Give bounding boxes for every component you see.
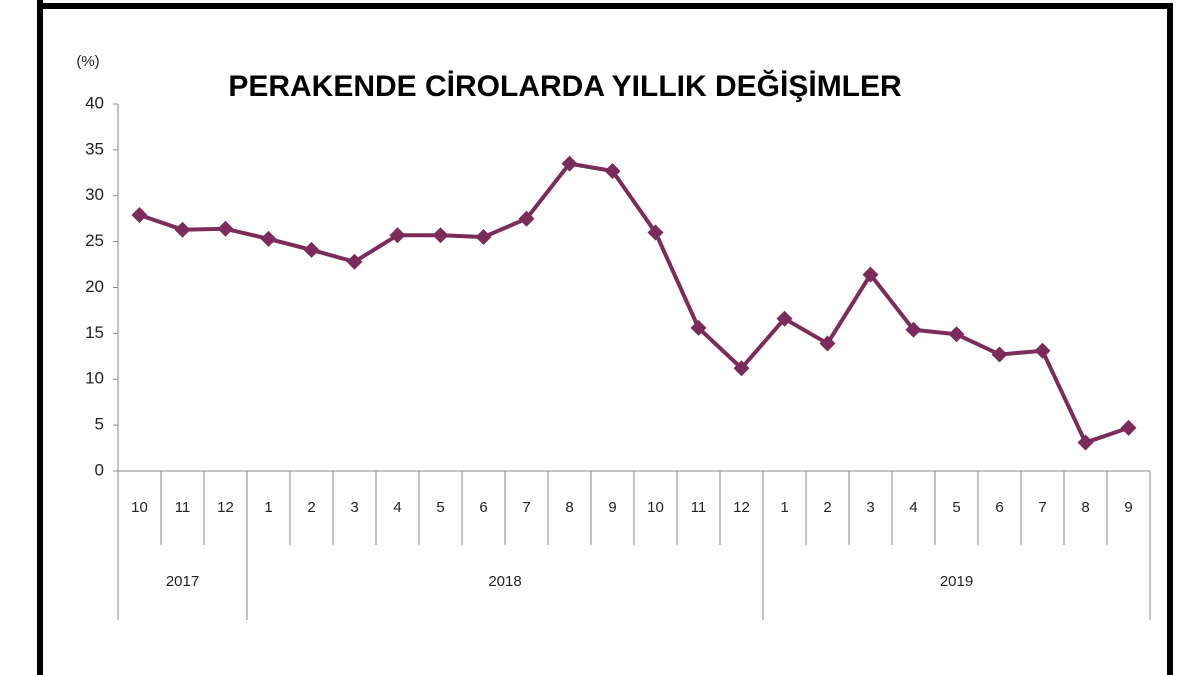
chart-title: PERAKENDE CİROLARDA YILLIK DEĞİŞİMLER [228,69,902,103]
x-tick-label: 11 [691,499,707,516]
marker [174,221,191,238]
x-tick-label: 7 [522,499,530,516]
y-tick-label: 0 [95,460,104,479]
marker [1120,419,1137,436]
y-tick-label: 5 [95,415,104,434]
x-tick-label: 6 [995,499,1003,516]
x-tick-label: 3 [350,499,358,516]
x-tick-label: 12 [217,499,234,516]
marker [905,321,922,338]
marker [819,335,836,352]
x-tick-label: 8 [1081,499,1089,516]
marker [733,360,750,377]
marker [346,253,363,270]
group-label: 2018 [488,573,521,590]
marker [1034,342,1051,359]
y-tick-label: 10 [85,369,104,388]
x-tick-label: 5 [436,499,444,516]
x-tick-label: 3 [866,499,874,516]
marker [604,162,621,179]
y-tick-label: 35 [85,139,104,158]
y-tick-label: 25 [85,231,104,250]
marker [561,155,578,172]
marker [991,346,1008,363]
y-tick-label: 40 [85,93,104,112]
x-tick-label: 7 [1038,499,1046,516]
marker [260,230,277,247]
x-tick-label: 2 [823,499,831,516]
x-tick-label: 1 [780,499,788,516]
x-tick-label: 4 [393,499,401,516]
x-tick-label: 8 [565,499,573,516]
x-tick-label: 1 [264,499,272,516]
x-tick-label: 10 [647,499,664,516]
marker [217,220,234,237]
y-axis-label: (%) [76,53,99,70]
y-tick-label: 30 [85,185,104,204]
marker [948,326,965,343]
x-tick-label: 10 [131,499,148,516]
x-tick-label: 9 [608,499,616,516]
y-tick-label: 20 [85,277,104,296]
y-tick-label: 15 [85,323,104,342]
marker [303,241,320,258]
x-tick-label: 6 [479,499,487,516]
x-tick-label: 9 [1124,499,1132,516]
marker [1077,434,1094,451]
marker [475,229,492,246]
group-label: 2017 [166,573,199,590]
x-tick-label: 2 [307,499,315,516]
marker [518,210,535,227]
line [138,161,1130,445]
marker [862,266,879,283]
marker [647,224,664,241]
marker [690,319,707,336]
group-label: 2019 [940,573,973,590]
x-tick-label: 12 [733,499,750,516]
x-tick-label: 11 [175,499,191,516]
marker [432,227,449,244]
marker [389,227,406,244]
marker [776,310,793,327]
x-tick-label: 4 [909,499,917,516]
x-tick-label: 5 [952,499,960,516]
marker [131,207,148,224]
